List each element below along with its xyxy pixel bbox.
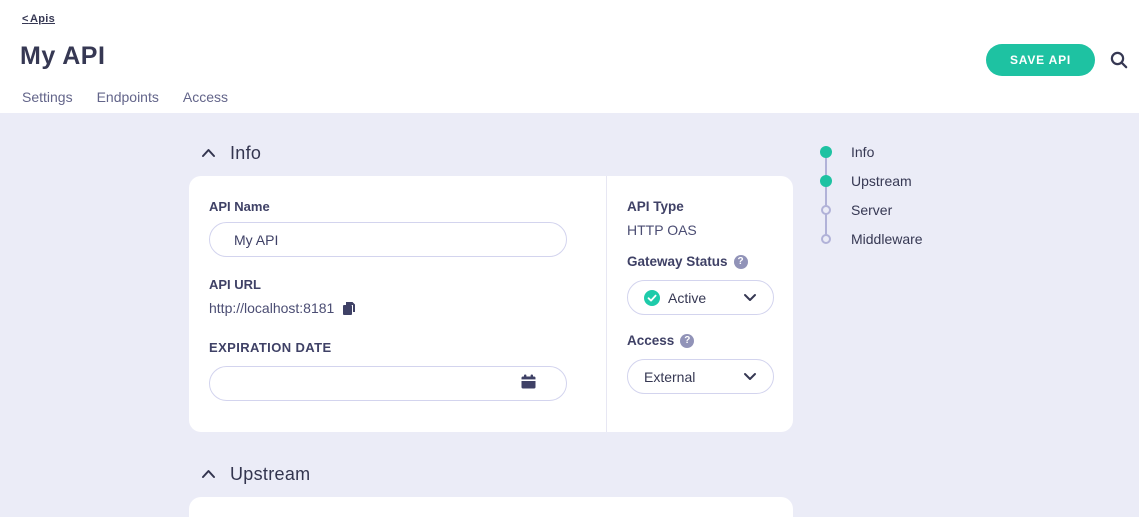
- api-name-label: API Name: [209, 199, 270, 214]
- info-card-left-pane: API Name API URL http://localhost:8181 E…: [189, 176, 607, 432]
- calendar-icon[interactable]: [521, 374, 536, 394]
- gateway-status-label: Gateway Status: [627, 254, 728, 269]
- section-info-title: Info: [230, 143, 262, 163]
- access-dropdown[interactable]: External: [627, 359, 774, 394]
- expiration-date-input[interactable]: [209, 366, 567, 401]
- content-area: Info API Name API URL http://localhost:8…: [0, 113, 1139, 517]
- section-info-header[interactable]: Info: [201, 143, 261, 164]
- gateway-status-label-row: Gateway Status ?: [627, 254, 748, 269]
- tab-bar: Settings Endpoints Access: [22, 89, 228, 105]
- info-card-right-pane: API Type HTTP OAS Gateway Status ? Activ…: [607, 176, 793, 432]
- access-label: Access: [627, 333, 675, 348]
- section-upstream-header[interactable]: Upstream: [201, 464, 310, 485]
- stepper-label: Middleware: [851, 230, 923, 247]
- access-label-row: Access ?: [627, 333, 695, 348]
- breadcrumb-label: Apis: [29, 13, 55, 25]
- stepper-item-upstream[interactable]: Upstream: [820, 166, 923, 195]
- search-icon[interactable]: [1110, 51, 1128, 74]
- step-dot-idle: [821, 233, 831, 244]
- check-circle-icon: [644, 289, 660, 306]
- gateway-status-value: Active: [668, 289, 707, 306]
- section-upstream-title: Upstream: [230, 464, 311, 484]
- stepper-item-info[interactable]: Info: [820, 137, 923, 166]
- step-dot-idle: [821, 204, 831, 215]
- api-type-label: API Type: [627, 199, 684, 214]
- expiration-date-label: EXPIRATION DATE: [209, 340, 332, 355]
- api-type-value: HTTP OAS: [627, 222, 697, 238]
- breadcrumb-back-link[interactable]: < Apis: [22, 13, 55, 25]
- help-icon[interactable]: ?: [680, 333, 695, 348]
- stepper-line: [825, 152, 827, 239]
- section-stepper: Info Upstream Server Middleware: [820, 137, 923, 253]
- tab-access[interactable]: Access: [182, 89, 228, 105]
- stepper-label: Info: [851, 143, 875, 160]
- api-url-value: http://localhost:8181: [209, 299, 335, 316]
- step-dot-active: [820, 145, 832, 158]
- copy-icon[interactable]: [342, 301, 356, 316]
- stepper-item-server[interactable]: Server: [820, 195, 923, 224]
- back-chevron-icon: <: [22, 13, 29, 25]
- chevron-down-icon: [743, 372, 757, 381]
- collapse-chevron-icon: [201, 466, 216, 484]
- tab-settings[interactable]: Settings: [22, 89, 73, 105]
- upstream-card: [189, 497, 793, 517]
- stepper-item-middleware[interactable]: Middleware: [820, 224, 923, 253]
- stepper-label: Upstream: [851, 172, 912, 189]
- stepper-label: Server: [851, 201, 893, 218]
- chevron-down-icon: [743, 293, 757, 302]
- help-icon[interactable]: ?: [733, 254, 748, 269]
- save-api-button[interactable]: SAVE API: [986, 44, 1095, 76]
- gateway-status-dropdown[interactable]: Active: [627, 280, 774, 315]
- collapse-chevron-icon: [201, 145, 216, 163]
- access-value: External: [644, 368, 696, 385]
- api-url-label: API URL: [209, 277, 261, 292]
- step-dot-active: [820, 174, 832, 187]
- info-card: API Name API URL http://localhost:8181 E…: [189, 176, 793, 432]
- api-name-input[interactable]: [209, 222, 567, 257]
- tab-endpoints[interactable]: Endpoints: [96, 89, 159, 105]
- page-title: My API: [20, 42, 106, 70]
